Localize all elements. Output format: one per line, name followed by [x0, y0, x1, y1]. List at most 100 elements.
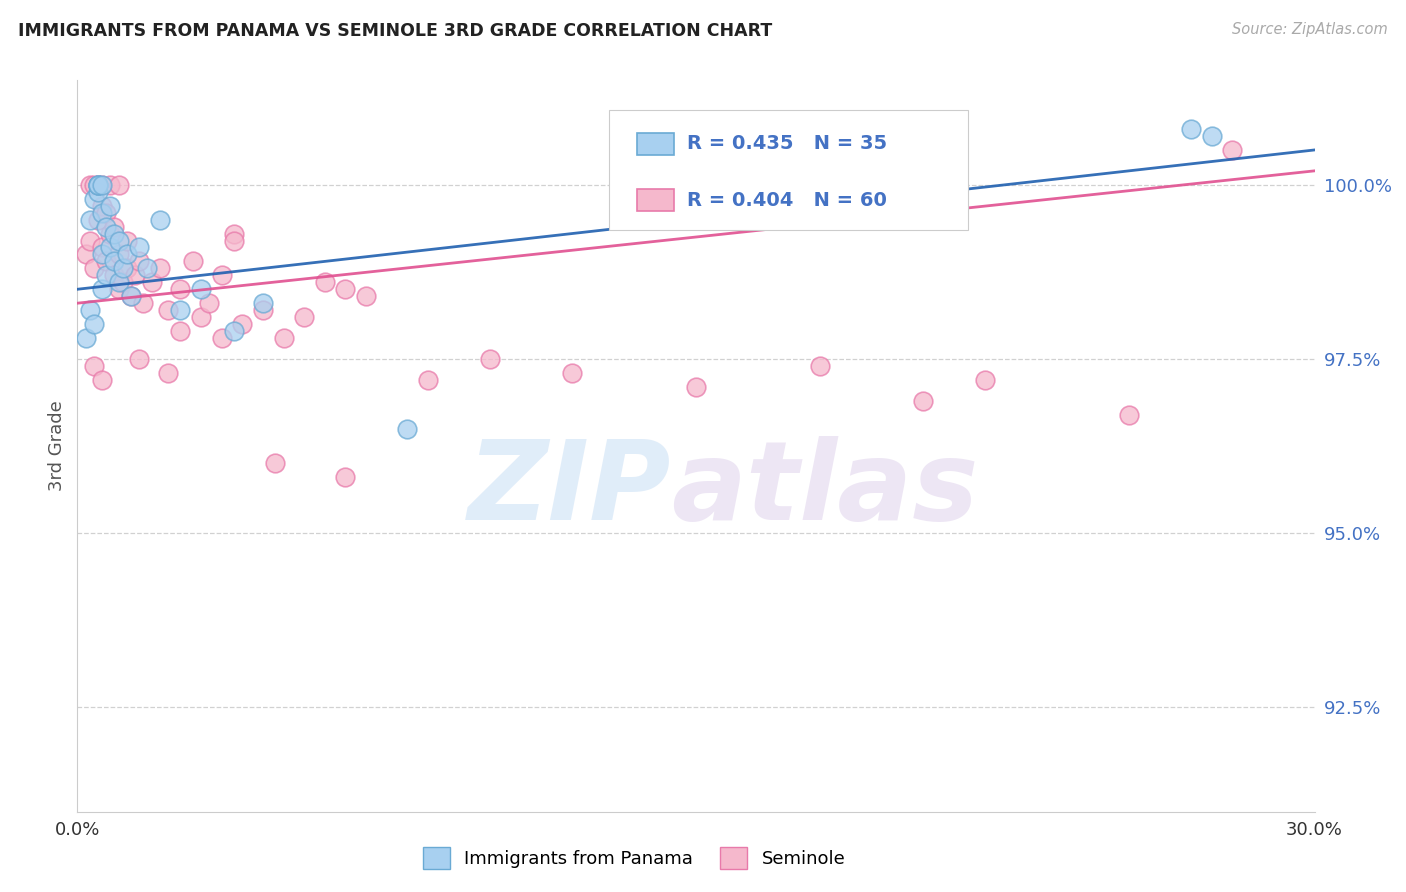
Point [190, 282, 212, 296]
Point [83, 192, 105, 206]
Point [1180, 122, 1202, 136]
Point [98, 240, 121, 254]
Point [222, 227, 245, 241]
Legend: Immigrants from Panama, Seminole: Immigrants from Panama, Seminole [416, 839, 852, 876]
Point [107, 247, 129, 261]
Point [1201, 128, 1223, 143]
Point [211, 268, 233, 283]
Point [157, 303, 180, 318]
Point [103, 227, 125, 241]
Point [91, 282, 114, 296]
Point [107, 234, 129, 248]
Point [75, 331, 97, 345]
Point [87, 178, 110, 192]
Point [91, 205, 114, 219]
Point [335, 282, 357, 296]
Point [115, 247, 138, 261]
Point [335, 470, 357, 484]
Text: IMMIGRANTS FROM PANAMA VS SEMINOLE 3RD GRADE CORRELATION CHART: IMMIGRANTS FROM PANAMA VS SEMINOLE 3RD G… [18, 22, 772, 40]
Point [79, 178, 101, 192]
FancyBboxPatch shape [609, 110, 969, 230]
Point [1220, 143, 1243, 157]
Point [169, 282, 191, 296]
Point [79, 212, 101, 227]
Point [79, 234, 101, 248]
Point [103, 219, 125, 234]
Point [87, 178, 110, 192]
Text: ZIP: ZIP [468, 436, 671, 543]
Point [141, 275, 163, 289]
Point [111, 275, 134, 289]
Point [107, 178, 129, 192]
Point [911, 143, 934, 157]
Point [75, 247, 97, 261]
Point [478, 351, 501, 366]
Y-axis label: 3rd Grade: 3rd Grade [48, 401, 66, 491]
Text: R = 0.404   N = 60: R = 0.404 N = 60 [688, 191, 887, 210]
FancyBboxPatch shape [637, 189, 673, 211]
Point [128, 254, 150, 268]
Point [87, 178, 110, 192]
Point [98, 178, 121, 192]
Point [87, 178, 110, 192]
Point [96, 205, 118, 219]
Point [91, 199, 114, 213]
Point [264, 457, 287, 471]
Point [103, 268, 125, 283]
Point [149, 261, 172, 276]
Point [416, 373, 439, 387]
Point [685, 380, 707, 394]
Point [98, 227, 121, 241]
Point [157, 366, 180, 380]
Point [111, 261, 134, 276]
Point [115, 261, 138, 276]
Point [87, 212, 110, 227]
Point [115, 234, 138, 248]
Point [128, 351, 150, 366]
Point [169, 303, 191, 318]
Point [120, 289, 142, 303]
Point [396, 421, 419, 435]
Point [1118, 408, 1140, 422]
Point [91, 178, 114, 192]
FancyBboxPatch shape [637, 133, 673, 155]
Point [91, 247, 114, 261]
Point [136, 261, 159, 276]
Point [103, 254, 125, 268]
Point [91, 240, 114, 254]
Text: R = 0.435   N = 35: R = 0.435 N = 35 [688, 135, 887, 153]
Point [273, 331, 295, 345]
Point [149, 212, 172, 227]
Point [83, 317, 105, 331]
Point [292, 310, 315, 325]
Point [314, 275, 336, 289]
Point [98, 199, 121, 213]
Point [107, 282, 129, 296]
Point [354, 289, 377, 303]
Point [211, 331, 233, 345]
Point [190, 310, 212, 325]
Point [96, 219, 118, 234]
Point [120, 289, 142, 303]
Point [83, 261, 105, 276]
Point [91, 373, 114, 387]
Point [87, 185, 110, 199]
Point [96, 268, 118, 283]
Point [128, 240, 150, 254]
Point [124, 268, 146, 283]
Point [91, 178, 114, 192]
Point [252, 296, 274, 310]
Point [83, 178, 105, 192]
Point [96, 254, 118, 268]
Point [107, 275, 129, 289]
Point [83, 359, 105, 373]
Point [198, 296, 221, 310]
Point [222, 234, 245, 248]
Point [79, 303, 101, 318]
Point [222, 324, 245, 338]
Point [169, 324, 191, 338]
Point [252, 303, 274, 318]
Text: atlas: atlas [671, 436, 979, 543]
Text: Source: ZipAtlas.com: Source: ZipAtlas.com [1232, 22, 1388, 37]
Point [132, 296, 155, 310]
